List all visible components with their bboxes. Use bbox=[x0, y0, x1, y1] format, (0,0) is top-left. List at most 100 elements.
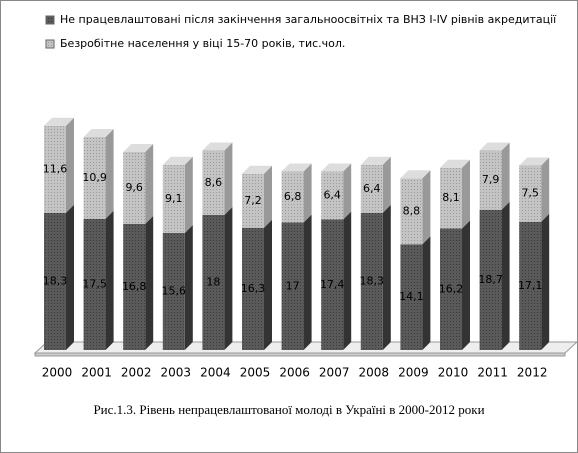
bar-side bbox=[462, 220, 470, 350]
legend-label: Безробітне населення у віці 15-70 років,… bbox=[60, 37, 345, 50]
x-tick-label: 2003 bbox=[161, 366, 192, 380]
bar-top bbox=[281, 163, 312, 172]
bar bbox=[162, 233, 185, 350]
data-label: 7,2 bbox=[244, 194, 262, 207]
x-tick-label: 2002 bbox=[121, 366, 152, 380]
legend-label: Не працевлаштовані після закінчення зага… bbox=[60, 13, 557, 26]
bar-side bbox=[145, 216, 154, 350]
bar-side bbox=[184, 225, 193, 350]
bar bbox=[519, 221, 542, 350]
data-label: 16,3 bbox=[241, 282, 266, 295]
bar-side bbox=[382, 204, 391, 350]
data-label: 17,1 bbox=[518, 279, 543, 292]
bar-top bbox=[360, 156, 391, 165]
bar bbox=[281, 222, 304, 350]
data-label: 18,7 bbox=[478, 273, 503, 286]
bar-top bbox=[83, 129, 114, 137]
bar bbox=[400, 244, 423, 350]
data-label: 10,9 bbox=[82, 171, 107, 184]
data-label: 15,6 bbox=[162, 285, 187, 298]
bar-side bbox=[145, 144, 154, 224]
bar-top bbox=[400, 170, 431, 179]
bar-top bbox=[44, 117, 74, 126]
data-label: 8,8 bbox=[403, 204, 421, 217]
bar-top bbox=[162, 156, 193, 165]
x-tick-label: 2010 bbox=[438, 366, 469, 380]
x-tick-label: 2006 bbox=[279, 366, 310, 380]
bar-side bbox=[224, 142, 233, 215]
bar-side bbox=[224, 207, 233, 350]
data-label: 8,1 bbox=[442, 191, 460, 204]
bar-top bbox=[123, 144, 154, 152]
bar-side bbox=[501, 142, 510, 210]
data-label: 16,8 bbox=[122, 280, 147, 293]
bar bbox=[519, 165, 542, 222]
bar-side bbox=[66, 117, 74, 213]
bar-top bbox=[242, 165, 272, 174]
bar-side bbox=[264, 219, 272, 350]
bar bbox=[162, 164, 185, 233]
data-label: 11,6 bbox=[43, 162, 68, 175]
x-tick-label: 2011 bbox=[477, 366, 508, 380]
bar bbox=[400, 178, 423, 245]
legend-swatch bbox=[45, 15, 55, 25]
bar bbox=[202, 215, 225, 350]
data-label: 18,3 bbox=[360, 274, 385, 287]
x-tick-label: 2004 bbox=[200, 366, 231, 380]
bar bbox=[360, 164, 383, 213]
bar-side bbox=[541, 157, 550, 222]
data-label: 7,9 bbox=[482, 173, 500, 186]
bar-top bbox=[479, 142, 510, 151]
bar-side bbox=[462, 159, 470, 229]
bar-side bbox=[66, 204, 74, 350]
data-label: 17 bbox=[286, 279, 300, 292]
bar bbox=[83, 137, 106, 219]
bar bbox=[479, 150, 502, 210]
bar bbox=[83, 218, 106, 350]
bar bbox=[440, 167, 462, 229]
data-label: 17,5 bbox=[82, 277, 107, 290]
bar-side bbox=[422, 170, 431, 245]
bar bbox=[44, 212, 66, 350]
data-label: 6,8 bbox=[284, 190, 302, 203]
data-label: 18 bbox=[206, 276, 220, 289]
bar-side bbox=[343, 211, 352, 350]
bar bbox=[123, 224, 146, 350]
bar bbox=[360, 212, 383, 350]
bar-side bbox=[105, 129, 114, 219]
bar-top bbox=[321, 163, 352, 172]
floor-edge bbox=[34, 352, 566, 357]
data-label: 9,1 bbox=[165, 192, 183, 205]
bar bbox=[123, 152, 146, 224]
data-label: 7,5 bbox=[521, 187, 539, 200]
data-label: 14,1 bbox=[399, 290, 424, 303]
data-label: 16,2 bbox=[439, 282, 464, 295]
bar-side bbox=[501, 201, 510, 350]
bar bbox=[281, 171, 304, 223]
bar-top bbox=[440, 159, 470, 168]
bar-side bbox=[264, 165, 272, 228]
data-label: 8,6 bbox=[205, 176, 223, 189]
bar-side bbox=[303, 163, 312, 223]
bar bbox=[242, 173, 264, 228]
bar-side bbox=[541, 213, 550, 350]
data-label: 6,4 bbox=[323, 189, 341, 202]
bar bbox=[242, 227, 264, 350]
bar bbox=[479, 209, 502, 350]
bar-side bbox=[422, 236, 431, 350]
x-tick-label: 2000 bbox=[42, 366, 73, 380]
bar bbox=[202, 150, 225, 215]
bar-side bbox=[184, 156, 193, 233]
bar-side bbox=[382, 156, 391, 213]
x-tick-label: 2012 bbox=[517, 366, 548, 380]
bar bbox=[440, 228, 462, 350]
chart-title: Рис.1.3. Рівень непрацевлаштованої молод… bbox=[93, 402, 484, 417]
data-label: 17,4 bbox=[320, 278, 345, 291]
bar-side bbox=[105, 210, 114, 350]
x-tick-label: 2009 bbox=[398, 366, 429, 380]
data-label: 6,4 bbox=[363, 182, 381, 195]
bar bbox=[321, 219, 344, 350]
bar bbox=[44, 125, 66, 213]
bar-side bbox=[343, 163, 352, 220]
x-tick-label: 2001 bbox=[81, 366, 112, 380]
